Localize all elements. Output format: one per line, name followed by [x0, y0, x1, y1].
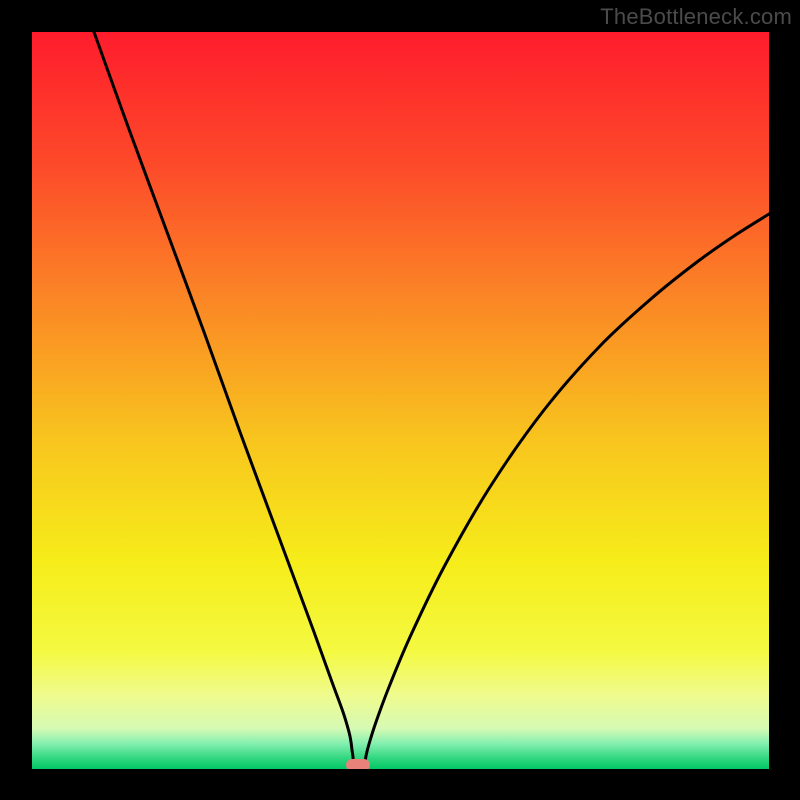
curve-left-branch — [94, 32, 353, 764]
plot-area — [32, 32, 769, 769]
canvas: TheBottleneck.com — [0, 0, 800, 800]
bottleneck-curve — [32, 32, 769, 769]
watermark-text: TheBottleneck.com — [600, 4, 792, 30]
curve-right-branch — [365, 214, 769, 764]
minimum-marker — [346, 759, 370, 769]
